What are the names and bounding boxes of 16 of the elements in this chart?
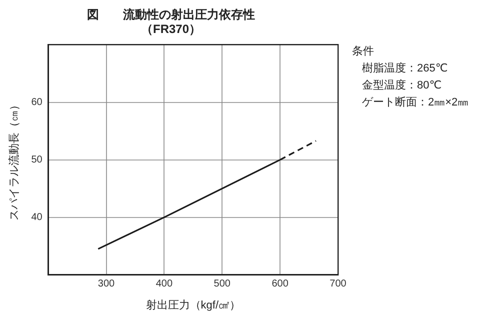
y-tick-label: 60: [31, 97, 43, 108]
x-tick-label: 700: [330, 278, 347, 290]
chart-subtitle: （FR370）: [140, 22, 202, 36]
chart-title: 図 流動性の射出圧力依存性: [87, 8, 255, 22]
x-axis-title: 射出圧力（kgf/㎠）: [146, 298, 241, 312]
x-tick-label: 600: [272, 278, 289, 290]
text: 樹脂温度：265℃: [362, 62, 448, 75]
x-tick-label: 400: [156, 278, 173, 290]
y-tick-label: 40: [31, 212, 43, 224]
y-axis-title: スパイラル流動長（㎝）: [8, 99, 21, 220]
x-tick-label: 300: [98, 278, 116, 290]
text: ゲート断面：2㎜×2㎜: [362, 96, 469, 109]
y-tick-label: 50: [31, 154, 43, 166]
x-tick-label: 500: [214, 278, 231, 290]
text: 金型温度：80℃: [362, 78, 442, 92]
text: 条件: [352, 46, 374, 58]
